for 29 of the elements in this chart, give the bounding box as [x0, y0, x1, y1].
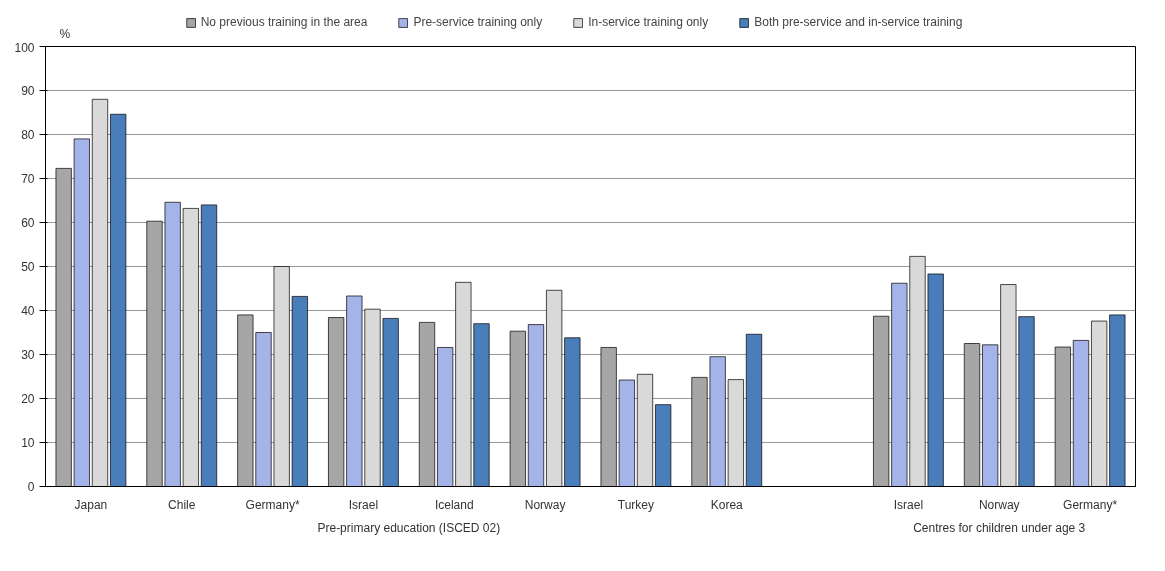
x-tick-label: Japan	[74, 497, 108, 512]
x-tick-label: Germany*	[1063, 497, 1118, 512]
legend-label: In-service training only	[588, 15, 709, 29]
text: Centres for children under age 3	[913, 520, 1086, 535]
y-axis-title: %	[59, 26, 71, 41]
legend-label: Both pre-service and in-service training	[754, 15, 963, 29]
y-tick-label: 0	[27, 480, 35, 494]
x-tick-label: Chile	[168, 497, 196, 512]
x-tick-label: Israel	[348, 497, 379, 512]
x-tick-label: Israel	[893, 497, 924, 512]
y-tick-label: 20	[21, 392, 35, 406]
x-tick-label: Germany*	[245, 497, 300, 512]
x-tick-label: Iceland	[434, 497, 474, 512]
y-tick-label: 60	[21, 216, 35, 230]
y-tick-label: 90	[21, 84, 35, 98]
y-tick-label: 40	[21, 304, 35, 318]
x-tick-label: Norway	[978, 497, 1020, 512]
x-tick-label: Korea	[710, 497, 744, 512]
legend-label: Pre-service training only	[413, 15, 543, 29]
y-tick-label: 10	[21, 436, 35, 450]
y-tick-label: 70	[21, 172, 35, 186]
legend-label: No previous training in the area	[200, 15, 368, 29]
x-tick-label: Turkey	[617, 497, 655, 512]
y-tick-label: 50	[21, 260, 35, 274]
text: Pre-primary education (ISCED 02)	[317, 520, 501, 535]
y-tick-label: 80	[21, 128, 35, 142]
x-tick-label: Norway	[524, 497, 566, 512]
y-tick-label: 30	[21, 348, 35, 362]
y-tick-label: 100	[14, 40, 35, 55]
